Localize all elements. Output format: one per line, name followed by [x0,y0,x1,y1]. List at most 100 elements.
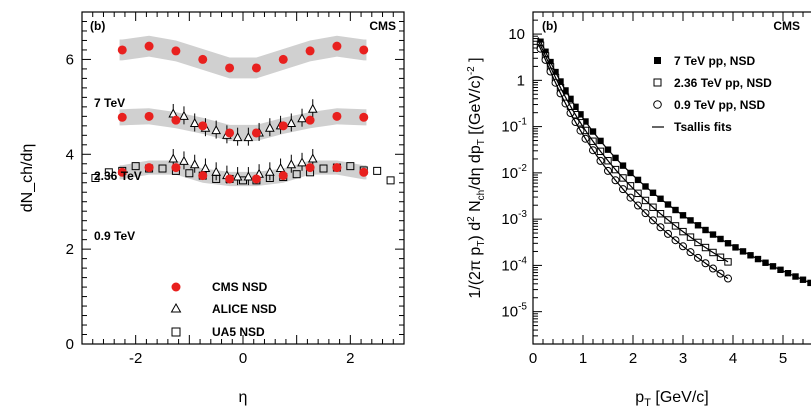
left-y-tick-label: 0 [66,336,74,353]
cms-point [225,174,235,184]
cms-point [332,163,342,173]
left-panel-label: (b) [90,19,105,33]
right-x-axis-title-p: p [635,389,644,406]
ry-sub-ch: ch [476,190,487,201]
alice-point [243,132,254,142]
alice-point [189,117,200,127]
legend-label-alice-nsd: ALICE NSD [212,302,277,316]
right-x-axis-title-unit: [GeV/c] [651,389,709,406]
left-systematic-bands [119,35,367,187]
ua5-point [319,164,328,173]
right-panel-label: (b) [542,19,557,33]
systematic-band-1 [119,108,367,142]
legend-label-tsallis: Tsallis fits [674,120,732,134]
alice-point [307,103,318,113]
ua5-point [158,164,167,173]
alice-point [286,159,297,169]
cms-point [117,167,127,177]
legend-label-236tev: 2.36 TeV pp, NSD [674,76,772,90]
cms-point [359,45,369,55]
cms-point [251,128,261,138]
cms-point [305,163,315,173]
cms-point [359,112,369,122]
ry-part-2: ) d [467,222,484,241]
alice-point [232,132,243,142]
tick-base: 10 [501,304,518,321]
right-y-tick-label: 10-1 [501,117,527,136]
tick-exponent: -2 [518,163,527,174]
alice-point [189,159,200,169]
tsallis-fit-line [537,43,729,280]
legend-marker-alice-nsd [170,302,182,313]
cms-point [171,115,181,125]
left-y-tick-label: 6 [66,51,74,68]
right-y-tick-label: 1 [517,72,525,89]
right-tsallis-fit-curves [537,37,811,284]
right-y-tick-label: 10-4 [501,255,527,274]
ua5-point [386,176,395,185]
ua5-point [373,166,382,175]
right-x-tick-label: 1 [579,350,587,367]
cms-point [278,121,288,131]
alice-point [307,153,318,163]
cms-point [117,112,127,122]
right-x-axis-title: pT [GeV/c] [635,389,708,409]
cms-point [305,46,315,56]
systematic-band-2 [119,160,367,187]
cms-point [251,174,261,184]
tsallis-fit-line [537,40,729,263]
right-axis-ticks: 012345610110-110-210-310-410-5 [501,11,804,367]
right-x-tick-label: 4 [729,350,737,367]
ua5-point [104,168,113,177]
alice-point [211,125,222,135]
right-y-tick-label: 10-3 [501,209,527,228]
ry-part-5: [(GeV/c) [467,75,484,139]
cms-point [278,54,288,64]
alice-point [179,155,189,165]
cms-point [171,163,181,173]
left-axis-ticks: -2 0 2 0 2 4 6 [66,11,405,367]
cms-point [144,41,154,51]
tick-exponent: -1 [518,117,527,128]
tick-exponent: -5 [518,302,527,313]
right-legend: 7 TeV pp, NSD 2.36 TeV pp, NSD 0.9 TeV p… [652,54,772,134]
legend-marker-09tev [653,100,662,109]
legend-marker-236tev [653,78,662,87]
tick-exponent: -4 [518,255,527,266]
ry-part-3: N [467,200,484,216]
ua5-point [91,174,100,182]
alice-point [297,113,307,123]
tick-base: 10 [501,211,518,228]
ry-sup-m2: -2 [466,66,477,75]
legend-label-09tev: 0.9 TeV pp, NSD [674,98,765,112]
ry-sup-2: 2 [466,216,477,222]
cms-point [198,121,208,131]
cms-point [198,171,208,181]
right-x-tick-label: 0 [529,350,537,367]
right-x-axis-title-sub: T [644,397,651,409]
ry-part-6: ] [467,57,484,66]
tick-base: 10 [501,165,518,182]
left-y-tick-label: 4 [66,146,74,163]
cms-point [171,46,181,56]
left-y-axis-title-group: dN_ch/dη [19,144,36,213]
ua5-point [185,169,194,178]
legend-marker-ua5-nsd [171,327,181,337]
ry-part-1: 1/(2π p [467,247,484,299]
alice-point [264,122,275,132]
right-y-axis-title: 1/(2π pT) d2 Nch/dη dpT [(GeV/c)-2 ] [466,57,487,298]
alice-point [232,171,243,181]
tsallis-fit-line [537,37,811,284]
pt-point-09tev [724,274,732,283]
tick-base: 10 [501,119,518,136]
ry-sub-t2: T [476,139,487,145]
left-x-tick-label: 2 [346,350,354,367]
ry-sub-t1: T [476,241,487,247]
left-experiment-label: CMS [369,19,396,33]
alice-point [179,110,189,120]
cms-point [359,167,369,177]
cms-point [225,63,235,73]
ua5-point [131,162,140,171]
